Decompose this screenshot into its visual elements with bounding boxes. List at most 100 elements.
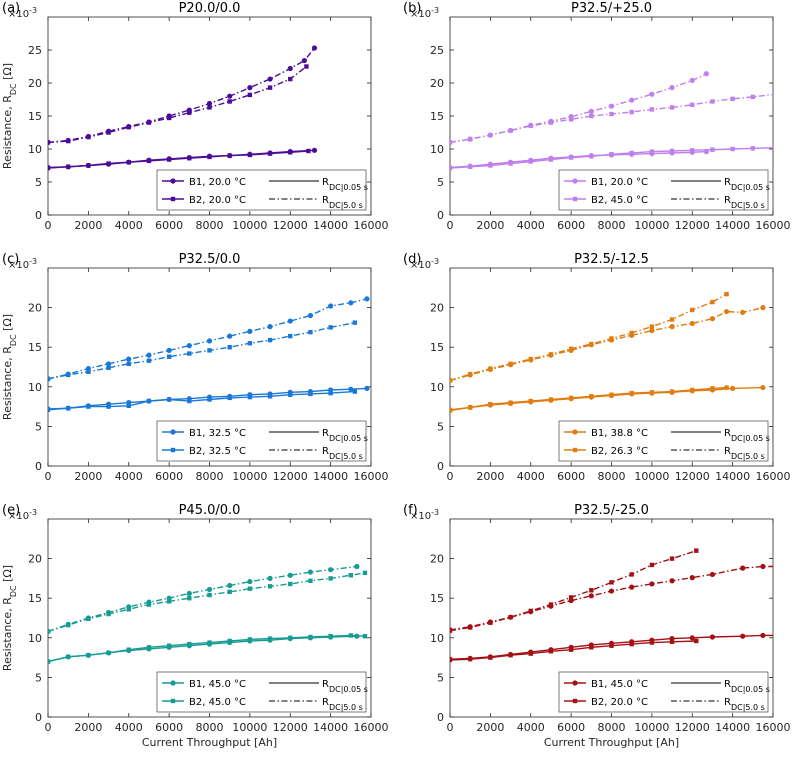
data-point xyxy=(730,96,735,102)
data-point xyxy=(548,397,554,402)
data-point xyxy=(703,71,709,77)
data-point xyxy=(166,115,172,121)
data-point xyxy=(247,341,253,346)
y-tick-label: 20 xyxy=(430,302,444,315)
data-point xyxy=(548,602,554,607)
data-point xyxy=(247,152,253,158)
data-point xyxy=(589,113,594,119)
data-point xyxy=(352,320,358,325)
data-point xyxy=(750,146,756,151)
legend-style-label-sub: DC|0.05 s xyxy=(329,183,368,192)
x-tick-label: 2000 xyxy=(476,219,504,232)
legend-style-label-main: R xyxy=(322,446,329,457)
legend-style-label-sub: DC|5.0 s xyxy=(329,452,363,461)
legend-style-label-main: R xyxy=(724,679,731,690)
data-point xyxy=(328,567,334,573)
legend-entry: B1, 32.5 °C xyxy=(189,428,246,439)
data-point xyxy=(106,611,111,617)
y-exponent-power: -3 xyxy=(29,508,37,517)
data-point xyxy=(740,633,746,639)
y-exponent-base: ×10 xyxy=(410,9,431,20)
series-group xyxy=(450,291,766,413)
data-point xyxy=(287,65,293,72)
data-point xyxy=(724,385,729,390)
data-point xyxy=(609,643,614,648)
data-point xyxy=(609,152,614,157)
data-point xyxy=(689,77,695,83)
data-point xyxy=(106,161,111,166)
y-tick-label: 25 xyxy=(430,44,444,57)
legend: B1, 20.0 °C RDC|0.05 sB2, 45.0 °C RDC|5.0 … xyxy=(558,169,770,211)
y-tick-label: 5 xyxy=(35,420,42,433)
y-exponent: ×10-3 xyxy=(410,257,439,272)
y-axis-label-unit: [Ω] xyxy=(1,565,14,586)
data-point xyxy=(629,330,634,336)
data-point xyxy=(508,653,513,658)
data-point xyxy=(48,165,51,171)
data-point xyxy=(247,92,253,98)
data-point xyxy=(86,163,91,168)
data-point xyxy=(608,588,615,594)
legend-style-label: RDC|5.0 s xyxy=(322,446,363,461)
legend-style-label-sub: DC|0.05 s xyxy=(329,434,368,443)
data-point xyxy=(247,328,253,334)
data-point xyxy=(308,329,313,335)
legend-style-label: RDC|5.0 s xyxy=(322,697,363,712)
legend: B1, 45.0 °C RDC|0.05 sB2, 45.0 °C RDC|5.0 … xyxy=(156,671,368,713)
data-point xyxy=(328,390,333,396)
data-point xyxy=(730,385,736,391)
data-point xyxy=(354,563,360,570)
data-point xyxy=(669,639,675,644)
x-tick-label: 6000 xyxy=(155,219,183,232)
data-point xyxy=(740,565,746,571)
data-point xyxy=(48,407,51,412)
data-point xyxy=(227,333,233,339)
y-exponent-base: ×10 xyxy=(8,511,29,522)
data-point xyxy=(146,358,152,363)
legend-style-label-sub: DC|5.0 s xyxy=(731,452,765,461)
data-point xyxy=(308,634,313,640)
panel-label: (b) xyxy=(403,1,421,16)
legend-marker-circle xyxy=(170,429,176,435)
data-point xyxy=(760,305,766,311)
legend-entry: B2, 45.0 °C xyxy=(189,697,246,708)
data-point xyxy=(207,154,212,160)
x-tick-label: 10000 xyxy=(634,721,669,734)
panel-label: (a) xyxy=(2,1,20,16)
data-point xyxy=(548,157,554,162)
legend-style-label-sub: DC|0.05 s xyxy=(329,685,368,694)
legend-style-label: RDC|0.05 s xyxy=(724,679,770,694)
data-point xyxy=(710,99,715,104)
legend: B1, 45.0 °C RDC|0.05 sB2, 20.0 °C RDC|5.0 … xyxy=(558,671,770,713)
data-point xyxy=(267,584,273,589)
x-tick-label: 6000 xyxy=(557,219,585,232)
data-point xyxy=(689,320,695,327)
chart-title: P32.5/-12.5 xyxy=(574,252,649,267)
legend-box xyxy=(558,169,769,211)
data-point xyxy=(247,637,253,642)
y-tick-label: 15 xyxy=(28,592,42,605)
data-point xyxy=(694,548,699,553)
y-axis-label-unit: [Ω] xyxy=(1,63,14,84)
legend-style-label-main: R xyxy=(322,679,329,690)
legend-style-label-main: R xyxy=(724,177,731,188)
data-point xyxy=(649,91,655,97)
data-point xyxy=(528,398,533,404)
y-tick-label: 15 xyxy=(28,110,42,123)
panel-d: 0 2000 4000 6000 8000 10000 12000 14000 16000 0 5 1… xyxy=(403,252,791,483)
x-tick-label: 4000 xyxy=(115,470,143,483)
legend-marker-square xyxy=(170,447,176,453)
legend-marker-circle xyxy=(572,680,578,686)
data-point xyxy=(287,572,293,578)
data-point xyxy=(588,108,594,114)
data-point xyxy=(508,400,513,405)
legend-style-label-sub: DC|5.0 s xyxy=(731,703,765,712)
data-point xyxy=(227,99,232,104)
y-axis-label-sub: DC xyxy=(9,83,18,95)
data-point xyxy=(166,397,172,402)
data-point xyxy=(669,324,675,330)
x-tick-label: 14000 xyxy=(313,721,348,734)
x-tick-label: 8000 xyxy=(598,470,626,483)
data-point xyxy=(528,651,533,656)
chart-title: P32.5/-25.0 xyxy=(574,503,649,518)
